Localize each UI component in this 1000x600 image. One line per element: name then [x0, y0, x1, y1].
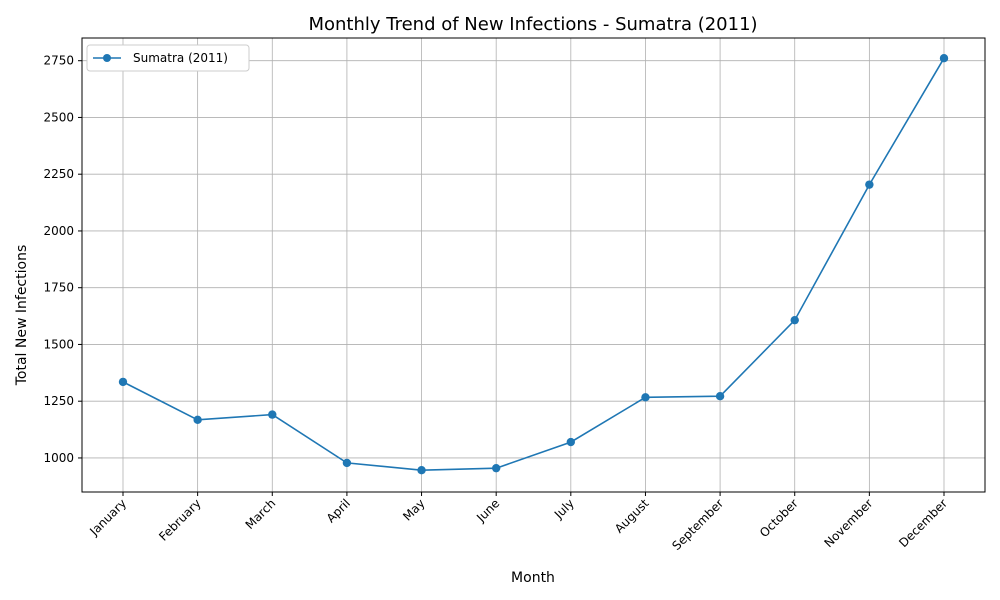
x-tick-label: June: [473, 496, 502, 525]
y-tick-label: 2500: [43, 110, 74, 124]
chart-title: Monthly Trend of New Infections - Sumatr…: [308, 14, 757, 35]
y-tick-label: 2750: [43, 54, 74, 68]
legend-marker-swatch: [103, 54, 111, 62]
y-tick-label: 1500: [43, 337, 74, 351]
x-tick-label: February: [156, 496, 204, 544]
data-point: [118, 377, 128, 387]
data-point: [491, 463, 501, 473]
x-tick-label: July: [551, 496, 577, 522]
x-axis-ticks: January February March April May June July Augu…: [86, 492, 950, 553]
data-point: [641, 393, 650, 402]
y-tick-label: 2000: [43, 224, 74, 238]
data-point: [342, 458, 352, 468]
grid-lines: [82, 38, 985, 492]
x-tick-label: November: [821, 496, 875, 550]
y-tick-label: 1000: [43, 451, 74, 465]
y-tick-label: 1250: [43, 394, 74, 408]
x-tick-label: September: [669, 496, 726, 553]
data-point: [939, 54, 949, 63]
data-point: [865, 180, 874, 189]
data-point: [566, 437, 576, 447]
legend-label: Sumatra (2011): [133, 51, 228, 65]
data-point: [790, 315, 799, 325]
y-axis-ticks: 1000 1250 1500 1750 2000 2250 2500 2750: [43, 54, 82, 465]
plot-area-frame: [81, 37, 986, 493]
x-tick-label: April: [324, 496, 353, 525]
y-tick-label: 1750: [43, 281, 74, 295]
data-point: [268, 410, 277, 419]
x-axis-label: Month: [511, 570, 555, 586]
legend: Sumatra (2011): [86, 44, 250, 72]
x-tick-label: May: [400, 496, 427, 523]
x-tick-label: January: [86, 496, 129, 539]
data-point: [417, 466, 426, 475]
y-tick-label: 2250: [43, 167, 74, 181]
series-layer: [118, 54, 949, 475]
x-tick-label: December: [896, 496, 950, 550]
data-point: [193, 415, 202, 425]
x-tick-label: March: [243, 496, 279, 532]
data-point: [715, 392, 725, 401]
y-axis-label: Total New Infections: [14, 245, 30, 387]
series-line: [122, 57, 945, 472]
x-tick-label: August: [612, 496, 652, 536]
x-tick-label: October: [757, 496, 801, 540]
legend-box: [86, 44, 250, 72]
